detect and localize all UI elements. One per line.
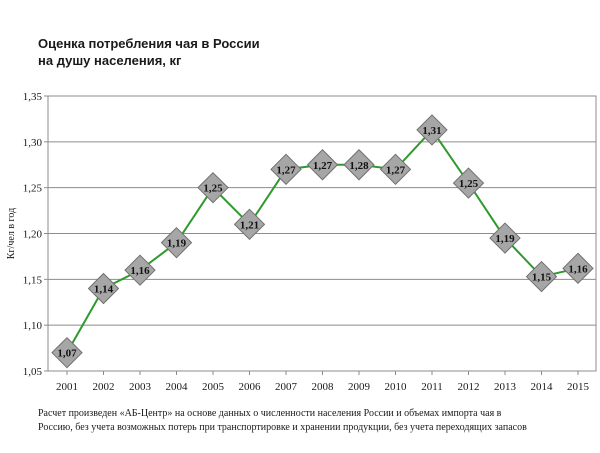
data-point-marker (233, 208, 266, 241)
y-tick-label: 1,10 (23, 320, 43, 332)
data-label: 1,28 (349, 160, 369, 172)
data-label: 1,25 (203, 183, 223, 195)
y-tick-label: 1,15 (23, 274, 43, 286)
y-axis-label: Кг/чел в год (6, 208, 17, 259)
chart-title-line-2: на душу населения, кг (38, 53, 182, 68)
x-tick-label: 2013 (494, 381, 517, 393)
data-label: 1,14 (94, 284, 114, 296)
source-note-line-1: Расчет произведен «АБ-Центр» на основе д… (38, 408, 502, 419)
chart-title: Оценка потребления чая в России на душу … (38, 35, 260, 69)
x-tick-label: 2004 (166, 381, 189, 393)
x-tick-label: 2010 (385, 381, 408, 393)
data-label: 1,15 (532, 272, 552, 284)
data-label: 1,27 (386, 164, 406, 176)
data-point-marker (416, 114, 448, 146)
data-point-marker (525, 260, 558, 293)
data-point-marker (489, 222, 521, 254)
source-note: Расчет произведен «АБ-Центр» на основе д… (38, 407, 578, 435)
data-label: 1,16 (568, 263, 588, 275)
x-tick-label: 2014 (531, 381, 554, 393)
data-point-marker (160, 226, 193, 259)
x-tick-label: 2003 (129, 381, 152, 393)
data-label: 1,27 (313, 160, 333, 172)
x-tick-label: 2009 (348, 381, 371, 393)
data-point-marker (306, 149, 339, 181)
data-label: 1,19 (495, 233, 515, 245)
x-tick-label: 2015 (567, 381, 590, 393)
x-tick-label: 2011 (421, 381, 443, 393)
data-label: 1,07 (57, 348, 77, 360)
x-tick-label: 2006 (239, 381, 262, 393)
data-point-marker (87, 272, 120, 305)
y-tick-label: 1,35 (23, 91, 43, 103)
data-point-marker (51, 336, 83, 369)
data-point-marker (343, 149, 375, 181)
data-point-marker (270, 153, 302, 186)
x-tick-label: 2001 (56, 381, 78, 393)
data-point-marker (452, 167, 485, 199)
x-tick-label: 2002 (93, 381, 115, 393)
y-tick-label: 1,05 (23, 366, 43, 378)
y-tick-label: 1,30 (23, 137, 43, 149)
data-label: 1,19 (167, 238, 187, 250)
source-note-line-2: Россию, без учета возможных потерь при т… (38, 422, 527, 433)
data-point-marker (124, 254, 156, 286)
x-tick-label: 2012 (458, 381, 480, 393)
data-label: 1,31 (422, 125, 441, 137)
data-label: 1,16 (130, 265, 150, 277)
data-point-marker (379, 153, 412, 186)
y-tick-label: 1,20 (23, 229, 43, 241)
data-point-marker (562, 252, 594, 285)
data-label: 1,27 (276, 164, 296, 176)
data-label: 1,25 (459, 178, 479, 190)
x-tick-label: 2005 (202, 381, 225, 393)
x-tick-label: 2008 (312, 381, 335, 393)
data-point-marker (197, 171, 229, 204)
y-tick-label: 1,25 (23, 183, 43, 195)
data-label: 1,21 (240, 219, 259, 231)
x-tick-label: 2007 (275, 381, 298, 393)
chart-title-line-1: Оценка потребления чая в России (38, 36, 260, 51)
